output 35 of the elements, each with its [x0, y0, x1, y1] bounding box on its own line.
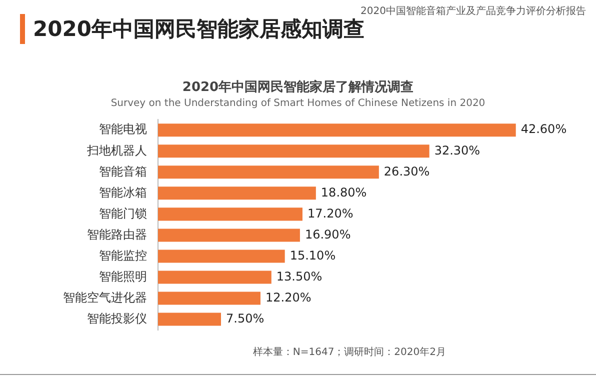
bar: [158, 124, 516, 137]
y-tick-label: 智能投影仪: [87, 311, 147, 326]
bar: [158, 312, 221, 326]
bar: [158, 270, 272, 284]
text: 2020中国智能音箱产业及产品竞争力评价分析报告: [360, 4, 586, 18]
data-label: 32.30%: [434, 143, 480, 158]
bar: [158, 292, 260, 305]
chart-subtitle: Survey on the Understanding of Smart Homes of Chinese Netizens in 2020: [110, 98, 486, 110]
data-label: 17.20%: [307, 206, 354, 220]
data-label: 26.30%: [384, 164, 430, 178]
data-label: 18.80%: [320, 185, 367, 200]
y-tick-label: 智能冰箱: [99, 185, 147, 200]
bar: [158, 208, 302, 221]
data-label: 7.50%: [226, 311, 264, 326]
data-label: 42.60%: [520, 122, 567, 136]
data-label: 15.10%: [290, 248, 336, 262]
y-tick-label: 智能空气进化器: [63, 290, 147, 304]
y-tick-label: 智能电视: [99, 122, 147, 136]
bar: [158, 144, 430, 158]
y-tick-label: 智能照明: [99, 269, 147, 284]
data-label: 16.90%: [304, 227, 351, 242]
y-tick-label: 扫地机器人: [86, 143, 147, 158]
y-tick-label: 智能监控: [99, 248, 147, 262]
data-label: 12.20%: [265, 290, 312, 304]
bar: [158, 166, 379, 179]
y-tick-label: 智能路由器: [87, 227, 147, 242]
bar: [158, 250, 285, 263]
text: 2020年中国网民智能家居感知调查: [33, 16, 364, 43]
text: 样本量：N=1647；调研时间：2020年2月: [252, 346, 446, 359]
data-label: 13.50%: [276, 269, 322, 284]
y-tick-label: 智能门锁: [99, 206, 147, 220]
bar: [158, 186, 316, 200]
chart-title: 2020年中国网民智能家居了解情况调查: [182, 79, 414, 96]
y-tick-label: 智能音箱: [99, 164, 147, 178]
bar: [158, 228, 300, 242]
